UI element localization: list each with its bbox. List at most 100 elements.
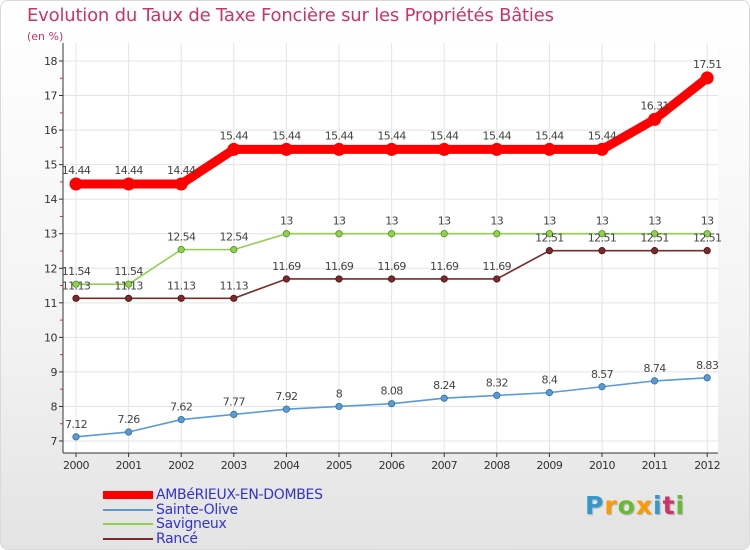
data-point bbox=[595, 142, 609, 156]
data-point bbox=[598, 383, 606, 391]
data-label: 15.44 bbox=[325, 129, 354, 142]
plot-area bbox=[63, 43, 718, 453]
data-label: 13 bbox=[543, 215, 556, 228]
data-label: 15.44 bbox=[272, 129, 301, 142]
data-label: 16.31 bbox=[640, 99, 669, 112]
data-point bbox=[440, 394, 448, 402]
x-tick-label: 2009 bbox=[536, 459, 562, 472]
data-label: 13 bbox=[280, 215, 293, 228]
data-point bbox=[542, 142, 556, 156]
data-label: 8.24 bbox=[433, 379, 456, 392]
data-point bbox=[598, 230, 606, 238]
data-point bbox=[125, 280, 133, 288]
data-label: 13 bbox=[333, 215, 346, 228]
x-tick-label: 2002 bbox=[168, 459, 194, 472]
data-label: 15.44 bbox=[483, 129, 512, 142]
data-point bbox=[700, 71, 714, 85]
data-label: 8.08 bbox=[381, 385, 404, 398]
data-label: 8.83 bbox=[696, 359, 719, 372]
x-tick-label: 2007 bbox=[431, 459, 457, 472]
data-label: 12.54 bbox=[220, 231, 249, 244]
y-tick-label: 13 bbox=[44, 228, 57, 241]
data-label: 12.51 bbox=[588, 232, 617, 245]
data-point bbox=[545, 230, 554, 238]
data-label: 7.92 bbox=[275, 390, 297, 403]
y-tick-label: 7 bbox=[51, 435, 58, 448]
data-point bbox=[703, 374, 711, 382]
y-tick-label: 14 bbox=[44, 193, 57, 206]
data-label: 8.4 bbox=[542, 374, 558, 387]
data-point bbox=[122, 177, 136, 191]
data-point bbox=[545, 247, 554, 255]
data-label: 14.44 bbox=[167, 164, 196, 177]
data-label: 11.54 bbox=[62, 265, 91, 278]
data-point bbox=[387, 275, 396, 283]
data-point bbox=[440, 275, 448, 283]
data-label: 12.51 bbox=[693, 232, 722, 245]
data-point bbox=[493, 275, 501, 283]
logo-letter: t bbox=[662, 491, 676, 520]
data-point bbox=[72, 433, 80, 441]
data-point bbox=[282, 405, 290, 413]
data-point bbox=[230, 246, 238, 254]
data-point bbox=[177, 246, 185, 254]
data-point bbox=[335, 230, 343, 238]
x-tick-label: 2010 bbox=[589, 459, 615, 472]
data-label: 7.12 bbox=[65, 418, 87, 431]
data-label: 8.74 bbox=[644, 362, 667, 375]
x-tick-label: 2011 bbox=[642, 459, 668, 472]
data-label: 13 bbox=[701, 215, 714, 228]
y-tick-label: 16 bbox=[44, 124, 57, 137]
x-tick-label: 2003 bbox=[221, 459, 247, 472]
data-label: 11.69 bbox=[483, 260, 512, 273]
data-point bbox=[227, 142, 241, 156]
x-tick-label: 2008 bbox=[484, 459, 510, 472]
data-point bbox=[174, 177, 188, 191]
legend-label: Rancé bbox=[156, 530, 198, 547]
chart-title: Evolution du Taux de Taxe Foncière sur l… bbox=[27, 5, 554, 26]
y-tick-label: 8 bbox=[51, 400, 58, 413]
data-point bbox=[230, 410, 238, 418]
data-label: 11.13 bbox=[167, 279, 196, 292]
data-label: 12.51 bbox=[535, 232, 564, 245]
y-tick-label: 18 bbox=[44, 55, 57, 68]
logo-letter: r bbox=[604, 491, 618, 520]
data-label: 7.62 bbox=[170, 401, 192, 414]
data-point bbox=[69, 177, 83, 191]
legend-label: AMBéRIEUX-EN-DOMBES bbox=[156, 487, 323, 503]
y-tick-label: 15 bbox=[44, 159, 57, 172]
x-tick-label: 2012 bbox=[694, 459, 720, 472]
data-label: 15.44 bbox=[535, 129, 564, 142]
data-label: 11.69 bbox=[377, 260, 406, 273]
data-point bbox=[598, 247, 606, 255]
data-point bbox=[703, 230, 711, 238]
data-point bbox=[279, 142, 293, 156]
data-label: 8.32 bbox=[486, 376, 508, 389]
data-label: 13 bbox=[648, 215, 661, 228]
data-label: 11.54 bbox=[114, 265, 143, 278]
data-point bbox=[545, 389, 554, 397]
data-point bbox=[335, 275, 343, 283]
data-label: 13 bbox=[438, 215, 451, 228]
data-label: 11.13 bbox=[62, 279, 91, 292]
x-tick-label: 2001 bbox=[116, 459, 142, 472]
data-label: 12.51 bbox=[640, 232, 669, 245]
data-point bbox=[490, 142, 504, 156]
legend-label: Savigneux bbox=[156, 516, 227, 532]
data-point bbox=[335, 402, 343, 411]
data-label: 13 bbox=[385, 215, 398, 228]
logo-letter: o bbox=[617, 491, 636, 520]
data-point bbox=[387, 230, 396, 238]
data-point bbox=[125, 294, 133, 302]
y-tick-label: 9 bbox=[51, 366, 58, 379]
x-tick-label: 2004 bbox=[273, 459, 299, 472]
legend-swatch bbox=[103, 491, 153, 499]
data-label: 11.69 bbox=[272, 260, 301, 273]
legend-swatch bbox=[103, 523, 153, 525]
y-tick-label: 12 bbox=[44, 262, 57, 275]
chart-subtitle: (en %) bbox=[27, 30, 64, 43]
data-point bbox=[177, 415, 185, 424]
y-tick-label: 10 bbox=[44, 331, 57, 344]
